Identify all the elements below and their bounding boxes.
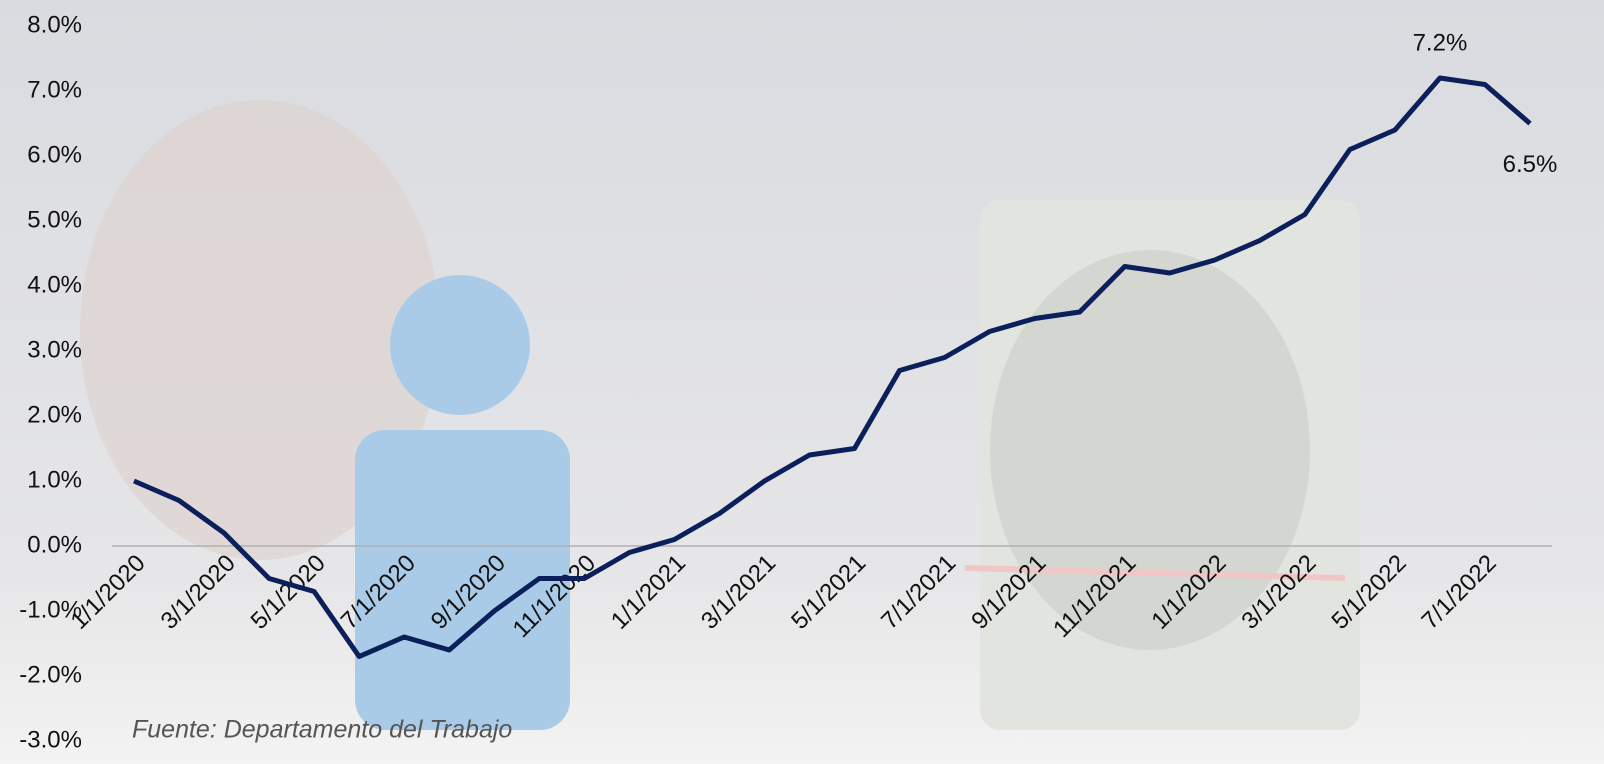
y-tick-label: 4.0%: [27, 271, 82, 298]
y-tick-label: -3.0%: [19, 726, 82, 753]
figure-head: [390, 275, 530, 415]
y-tick-label: 7.0%: [27, 76, 82, 103]
y-tick-label: 6.0%: [27, 141, 82, 168]
y-tick-label: 2.0%: [27, 401, 82, 428]
y-tick-label: 5.0%: [27, 206, 82, 233]
data-label: 7.2%: [1413, 29, 1468, 56]
y-tick-label: 0.0%: [27, 531, 82, 558]
data-label: 6.5%: [1503, 151, 1558, 178]
y-tick-label: 1.0%: [27, 466, 82, 493]
y-tick-label: -2.0%: [19, 661, 82, 688]
y-tick-label: 3.0%: [27, 336, 82, 363]
figure-body: [355, 430, 570, 730]
money-portrait: [990, 250, 1310, 650]
rubber-band: [964, 565, 1346, 581]
y-tick-label: 8.0%: [27, 11, 82, 38]
source-note: Fuente: Departamento del Trabajo: [132, 716, 512, 744]
data-line: [133, 75, 1532, 659]
y-tick-label: -1.0%: [19, 596, 82, 623]
hand-photo: [80, 100, 440, 560]
